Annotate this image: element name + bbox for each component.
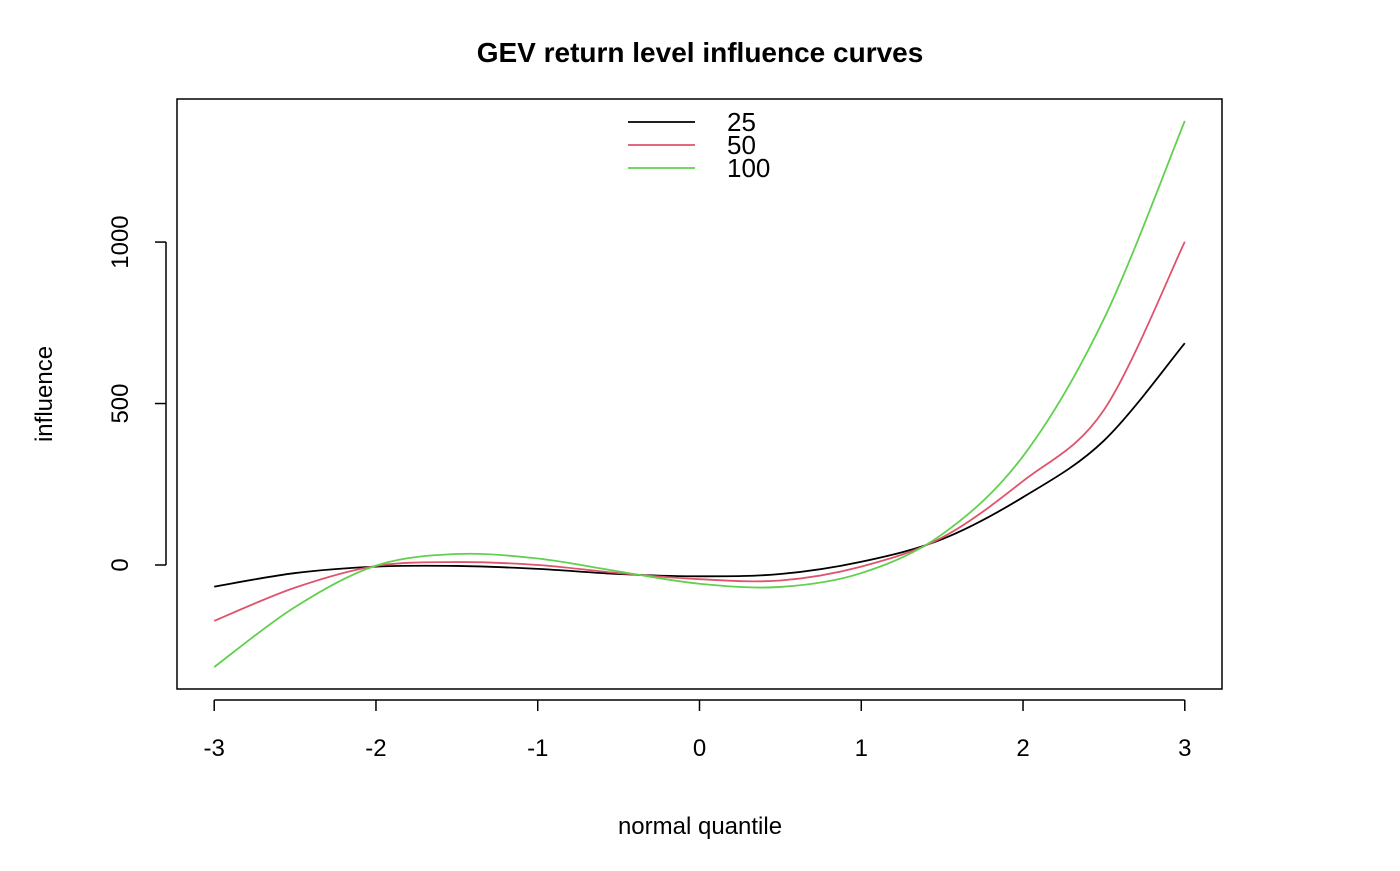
- x-tick-label: -3: [204, 735, 225, 762]
- y-tick-label: 1000: [107, 215, 134, 268]
- legend-label-100: 100: [727, 153, 770, 183]
- series-line-50: [213, 241, 1186, 622]
- y-tick-label: 500: [107, 384, 134, 424]
- plot-box: [176, 98, 1223, 690]
- x-tick-label: -1: [527, 735, 548, 762]
- x-tick-label: 3: [1178, 735, 1191, 762]
- curves: [213, 120, 1186, 668]
- y-axis: 0 500 1000: [107, 215, 167, 572]
- chart-title: GEV return level influence curves: [477, 37, 924, 68]
- y-axis-label: influence: [31, 346, 58, 442]
- legend-label-25: 25: [727, 107, 756, 137]
- x-tick-label: 0: [693, 735, 706, 762]
- x-axis: -3 -2 -1 0 1 2 3: [204, 699, 1191, 762]
- series-line-25: [214, 342, 1186, 588]
- y-tick-label: 0: [107, 558, 134, 571]
- x-tick-label: 2: [1016, 735, 1029, 762]
- series-line-100: [213, 120, 1186, 668]
- x-axis-label: normal quantile: [618, 813, 782, 840]
- legend-label-50: 50: [727, 130, 756, 160]
- x-tick-label: 1: [855, 735, 868, 762]
- x-tick-label: -2: [365, 735, 386, 762]
